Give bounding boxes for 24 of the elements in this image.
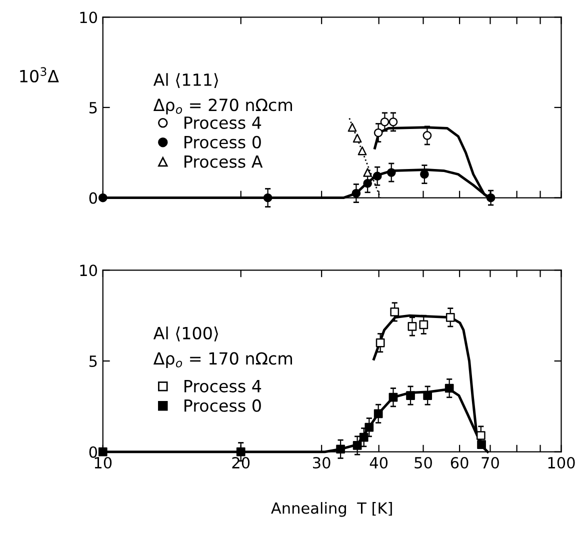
- y-tick-label: 0: [89, 446, 98, 458]
- legend-label: Process 4: [184, 116, 262, 129]
- x-tick-label: 70: [482, 456, 499, 469]
- annotation: Δρ$_{o}$ = 170 nΩcm: [153, 352, 292, 368]
- legend-label: Process 0: [184, 136, 261, 148]
- legend-label: Process 0: [184, 399, 261, 412]
- x-axis-title: Annealing T [K]: [271, 502, 392, 517]
- x-tick-label: 100: [548, 456, 575, 469]
- x-tick-label: 30: [313, 456, 330, 469]
- y-tick-label: 5: [89, 356, 97, 368]
- x-tick-label: 60: [450, 456, 468, 469]
- y-tick-label: 5: [89, 102, 97, 114]
- y-axis-title: 10$^{3}$Δ: [20, 67, 59, 82]
- x-tick-label: 40: [370, 456, 388, 469]
- y-tick-label: 10: [80, 264, 98, 276]
- legend-label: Process 4: [184, 380, 262, 392]
- y-tick-label: 0: [89, 192, 98, 204]
- annotation: Δρ$_{o}$ = 270 nΩcm: [153, 98, 292, 114]
- x-tick-label: 20: [232, 456, 250, 469]
- legend-label: Process A: [184, 156, 263, 168]
- x-tick-label: 50: [414, 456, 432, 469]
- y-tick-label: 10: [80, 12, 98, 24]
- annotation: Al ⟨111⟩: [153, 73, 218, 88]
- annotation: Al ⟨100⟩: [153, 326, 218, 342]
